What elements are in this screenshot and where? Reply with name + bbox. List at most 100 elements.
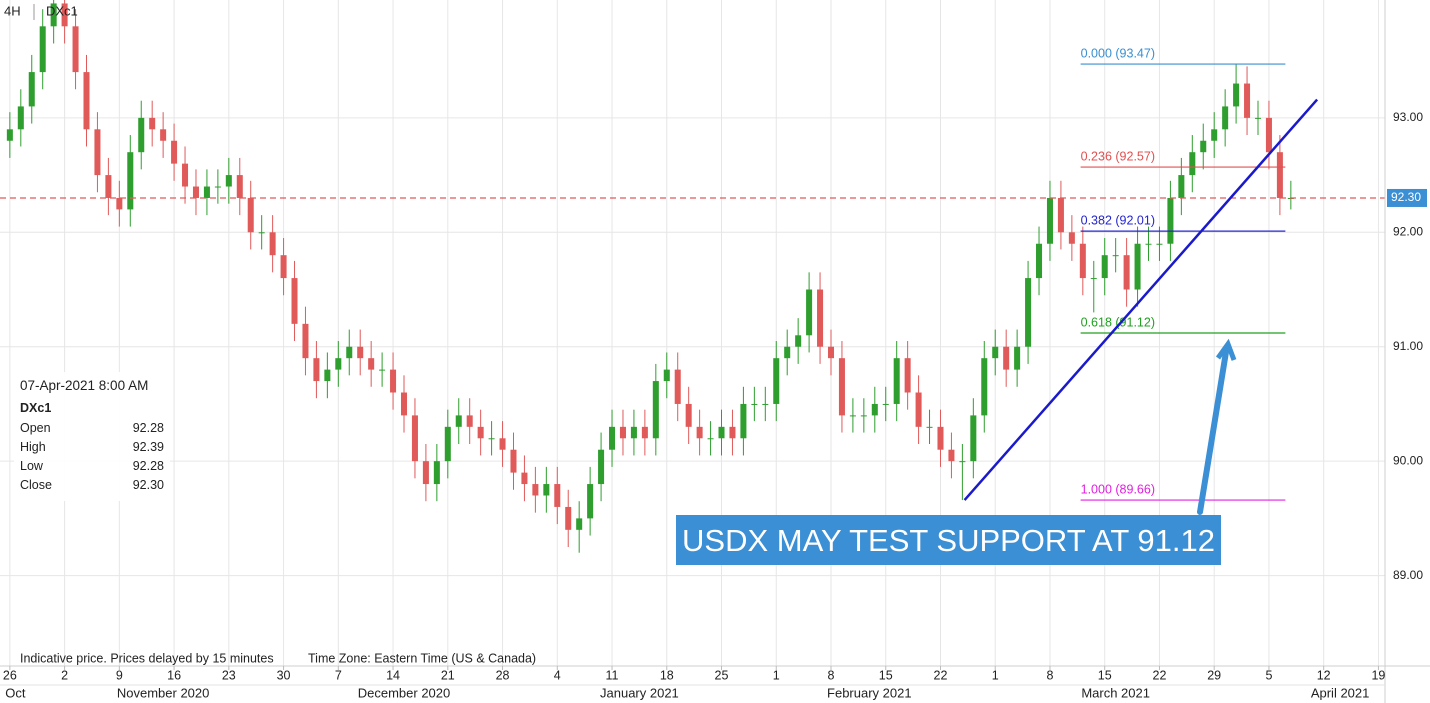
candle-body [652, 381, 659, 439]
candle-body [806, 289, 813, 336]
x-tick-label: 21 [441, 668, 455, 682]
candle-body [641, 426, 648, 439]
candle-body [138, 117, 145, 153]
y-tick-label: 91.00 [1393, 339, 1423, 353]
x-tick-label: 9 [116, 668, 123, 682]
candle-body [1046, 197, 1053, 244]
month-label: November 2020 [117, 685, 210, 700]
x-tick-label: 28 [496, 668, 510, 682]
candle-body [992, 346, 999, 359]
candle-body [335, 358, 342, 370]
info-panel: 07-Apr-2021 8:00 AM DXc1 Open 92.28 High 92… [14, 372, 170, 501]
candle-body [860, 415, 867, 417]
x-tick-label: 19 [1371, 668, 1385, 682]
candle-body [1200, 140, 1207, 153]
candle-body [171, 140, 178, 164]
month-label: January 2021 [600, 685, 679, 700]
x-tick-label: 12 [1317, 668, 1331, 682]
candle-body [510, 449, 517, 473]
candle-body [543, 484, 550, 496]
candle-body [182, 163, 189, 187]
candle-body [390, 369, 397, 393]
candle-body [72, 26, 79, 73]
candle-body [6, 129, 13, 141]
candle-body [400, 392, 408, 416]
candle-body [718, 426, 725, 439]
x-tick-label: 4 [554, 668, 561, 682]
candle-body [609, 426, 616, 450]
candle-body [740, 403, 747, 439]
candle-body [937, 426, 944, 450]
info-value: 92.30 [132, 478, 164, 492]
fib-level-label: 0.000 (93.47) [1081, 46, 1155, 60]
x-tick-label: 15 [1098, 668, 1112, 682]
candle-body [751, 403, 758, 405]
x-tick-label: 26 [3, 668, 17, 682]
candle-body [346, 346, 353, 359]
info-symbol: DXc1 [20, 401, 52, 415]
info-rows: Open 92.28 High 92.39 Low 92.28 Close 92.30 [20, 419, 164, 495]
x-tick-label: 22 [1153, 668, 1167, 682]
fib-level-label: 1.000 (89.66) [1081, 482, 1155, 496]
candle-body [981, 358, 988, 416]
info-row: Open 92.28 [20, 419, 164, 438]
candle-body [214, 186, 221, 188]
candle-body [324, 369, 331, 382]
candle-body [1014, 346, 1021, 370]
candle-body [203, 186, 210, 198]
candle-body [565, 506, 572, 530]
x-tick-label: 11 [606, 668, 619, 682]
candle-body [1112, 255, 1119, 257]
info-timestamp: 07-Apr-2021 8:00 AM [20, 378, 149, 393]
candle-body [160, 129, 167, 141]
fib-level-label: 0.618 (91.12) [1081, 315, 1155, 329]
x-tick-label: 2 [61, 668, 68, 682]
candle-body [871, 403, 878, 416]
fib-level-label: 0.236 (92.57) [1081, 149, 1155, 163]
info-label: Low [20, 459, 43, 473]
candle-body [39, 26, 46, 73]
candle-body [795, 335, 802, 347]
candle-body [302, 323, 309, 359]
timezone: Time Zone: Eastern Time (US & Canada) [308, 651, 536, 665]
candle-body [1244, 83, 1251, 118]
candle-body [1189, 152, 1196, 176]
candle-body [849, 415, 856, 417]
interval-label: 4H [4, 3, 21, 18]
candle-body [379, 369, 386, 371]
candle-body [707, 438, 714, 440]
info-value: 92.28 [132, 421, 164, 435]
candle-body [1025, 278, 1032, 347]
candle-body [630, 426, 637, 439]
month-label: March 2021 [1081, 685, 1150, 700]
candle-body [827, 346, 835, 359]
candle-body [576, 518, 583, 530]
candle-body [258, 232, 265, 234]
x-tick-label: 5 [1265, 668, 1272, 682]
candle-body [1101, 255, 1108, 279]
candle-body [1090, 278, 1097, 280]
annotation-arrowhead [1215, 338, 1237, 361]
month-label: February 2021 [827, 685, 912, 700]
candle-body [554, 484, 561, 507]
candle-body [838, 358, 845, 416]
candle-body [422, 461, 429, 485]
candle-body [116, 197, 123, 210]
candle-body [959, 461, 966, 463]
candle-body [83, 72, 90, 130]
candle-body [225, 175, 232, 187]
candle-body [904, 358, 911, 393]
candle-body [1233, 83, 1240, 107]
x-tick-label: 25 [715, 668, 729, 682]
y-tick-label: 90.00 [1393, 453, 1423, 467]
candle-body [1265, 117, 1272, 153]
x-tick-label: 1 [992, 668, 999, 682]
candle-body [663, 369, 670, 382]
x-tick-label: 18 [660, 668, 674, 682]
candle-body [247, 197, 254, 233]
candle-body [674, 369, 681, 404]
month-label: Oct [5, 685, 26, 700]
info-label: High [20, 440, 46, 454]
